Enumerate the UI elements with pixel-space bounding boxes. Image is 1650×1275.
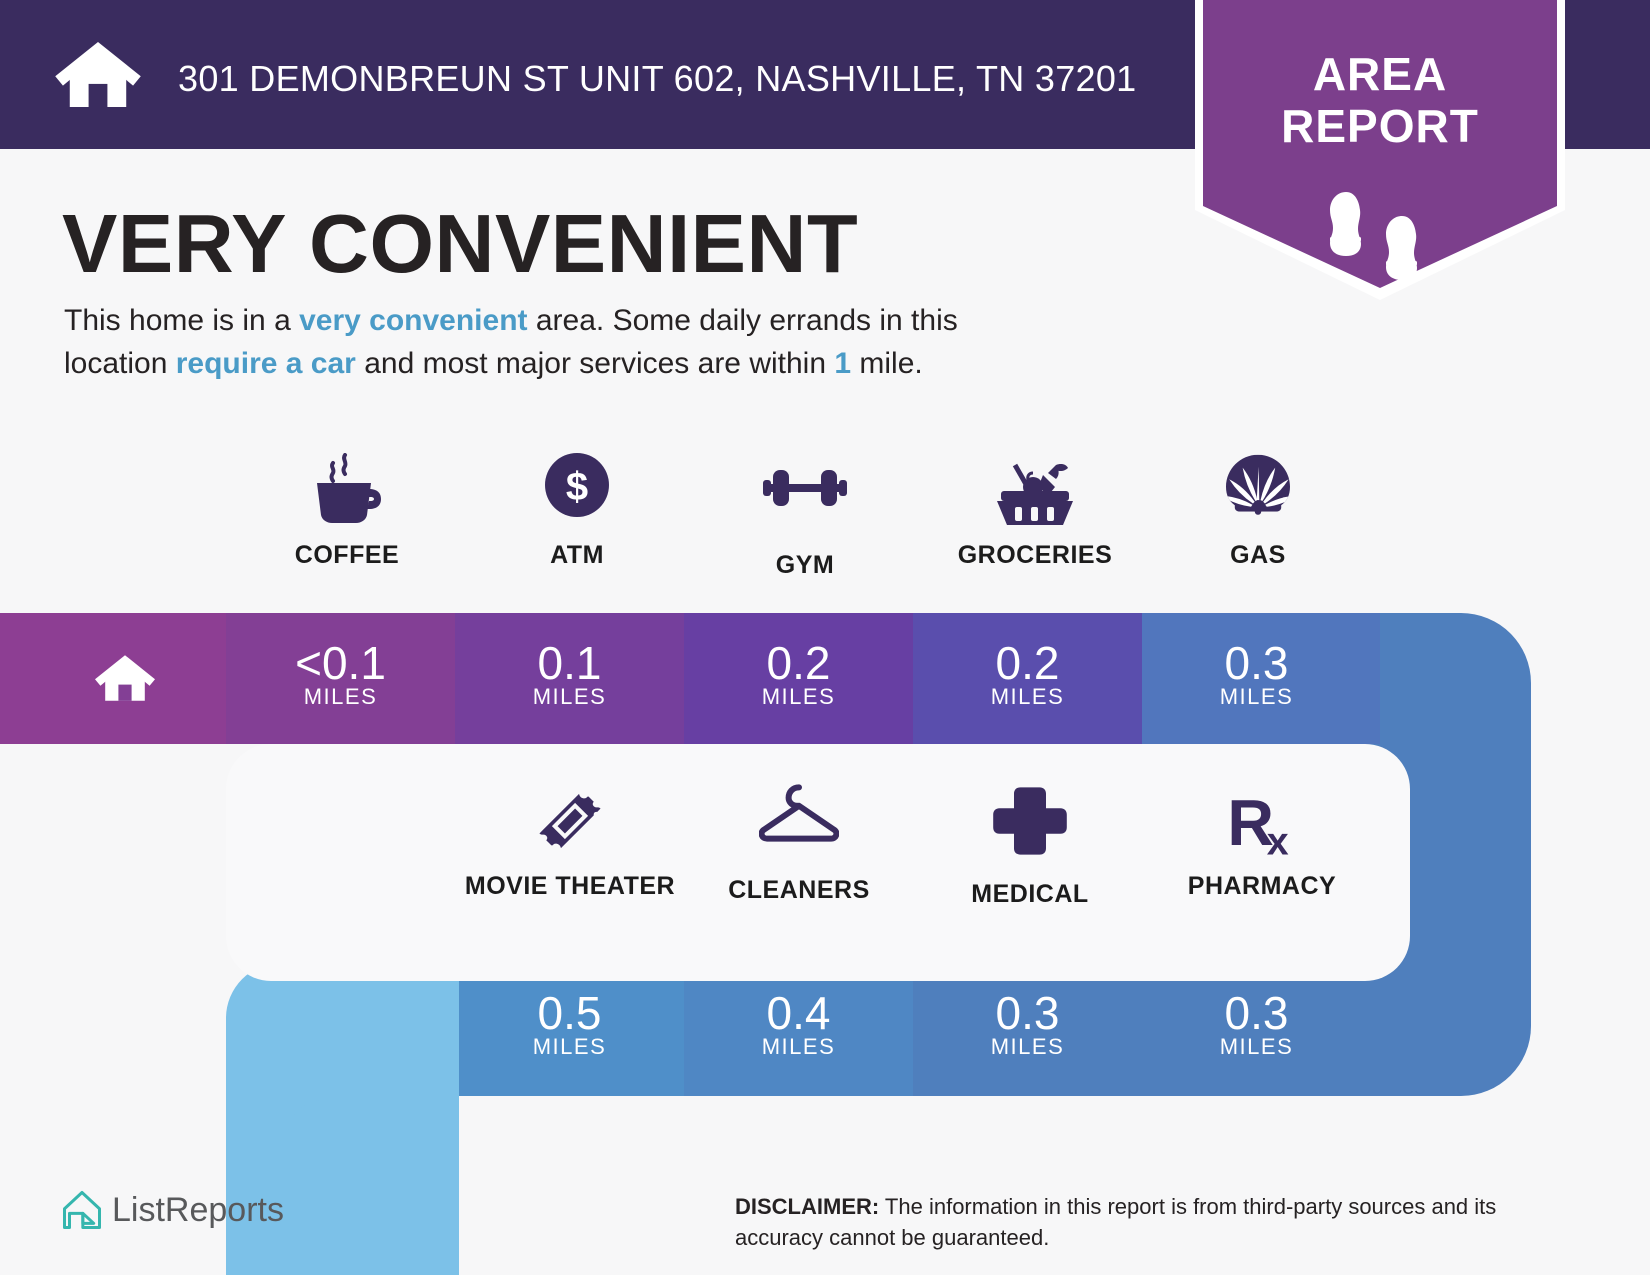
svg-text:x: x — [1267, 820, 1289, 864]
svg-text:$: $ — [566, 465, 588, 509]
